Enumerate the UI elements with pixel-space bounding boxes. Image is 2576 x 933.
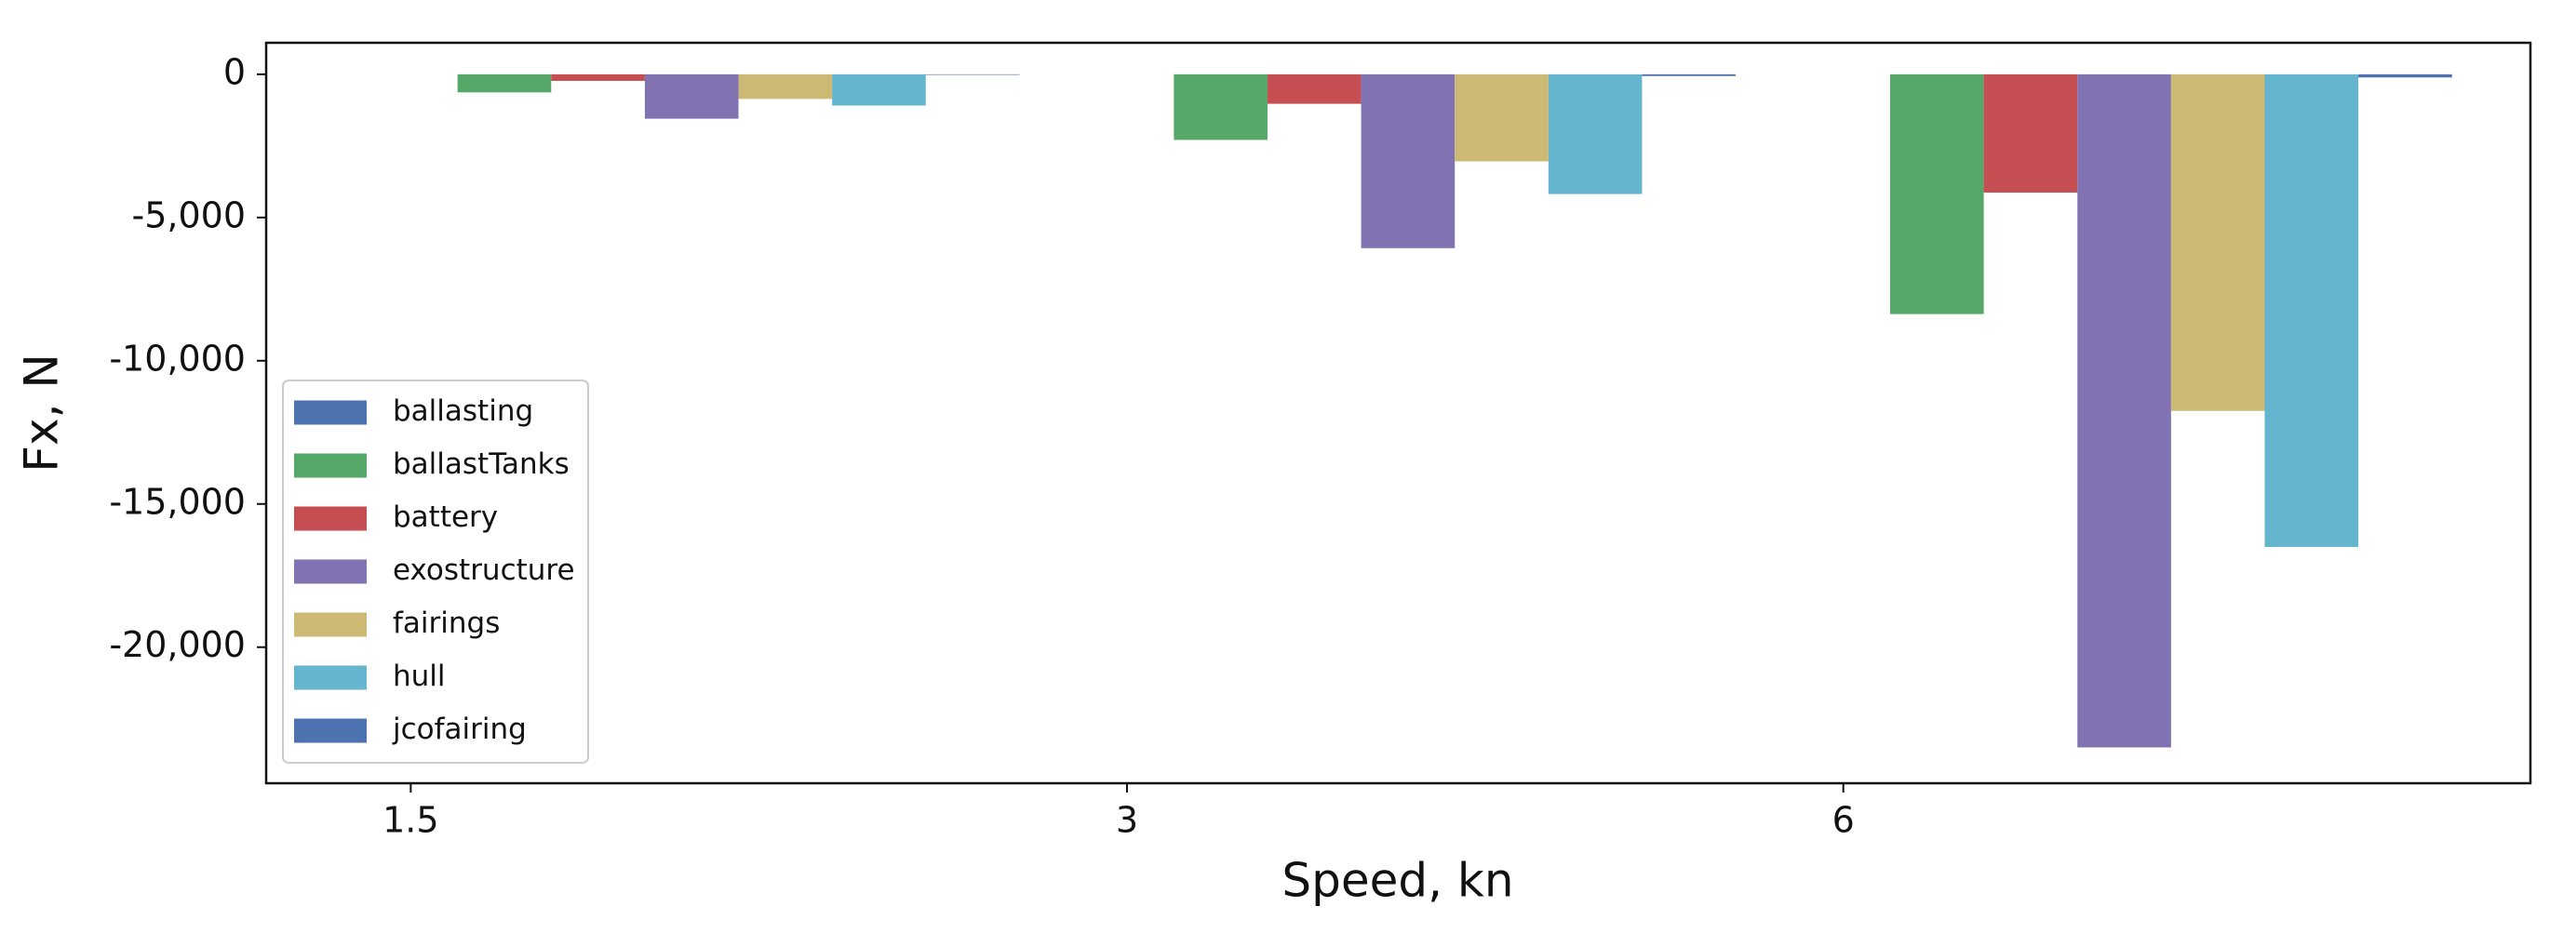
y-tick-label: -15,000 — [109, 481, 246, 522]
bar — [1890, 73, 1984, 314]
legend-label: fairings — [393, 606, 500, 640]
legend-label: jcofairing — [392, 713, 527, 746]
legend-swatch — [294, 559, 367, 584]
bar — [644, 73, 739, 119]
y-tick-label: 0 — [223, 51, 246, 92]
x-tick-label: 3 — [1116, 800, 1138, 841]
bar — [1174, 73, 1268, 140]
bar — [2077, 73, 2171, 748]
bar — [1548, 73, 1643, 194]
bar — [2264, 73, 2359, 547]
plot-frame — [264, 41, 2532, 785]
y-tick-label: -20,000 — [109, 624, 246, 665]
bar — [1455, 73, 1549, 162]
y-axis-label: Fx, N — [15, 353, 69, 473]
y-tick-label: -5,000 — [132, 194, 247, 235]
bar — [2170, 73, 2265, 411]
x-axis-label: Speed, kn — [1281, 854, 1513, 908]
bar — [1361, 73, 1456, 248]
legend-swatch — [294, 453, 367, 478]
bar — [551, 73, 645, 81]
legend-label: ballasting — [393, 394, 533, 428]
bar — [1983, 73, 2078, 193]
x-tick-label: 6 — [1832, 800, 1855, 841]
bar — [832, 73, 926, 106]
bar — [925, 73, 1020, 75]
legend-swatch — [294, 400, 367, 425]
x-tick-label: 1.5 — [382, 800, 438, 841]
legend-swatch — [294, 718, 367, 743]
bar — [457, 73, 552, 93]
legend-label: hull — [393, 660, 446, 693]
legend-label: battery — [393, 500, 498, 534]
bar — [738, 73, 833, 100]
bar — [1267, 73, 1362, 104]
bar — [1642, 73, 1737, 76]
legend-swatch — [294, 506, 367, 531]
legend-label: exostructure — [393, 553, 575, 587]
bar — [2358, 73, 2452, 78]
legend-swatch — [294, 612, 367, 637]
legend-label: ballastTanks — [393, 447, 570, 481]
legend-swatch — [294, 665, 367, 690]
y-tick-label: -10,000 — [109, 338, 246, 379]
legend: ballasting ballastTanks battery exostructur… — [282, 380, 589, 764]
